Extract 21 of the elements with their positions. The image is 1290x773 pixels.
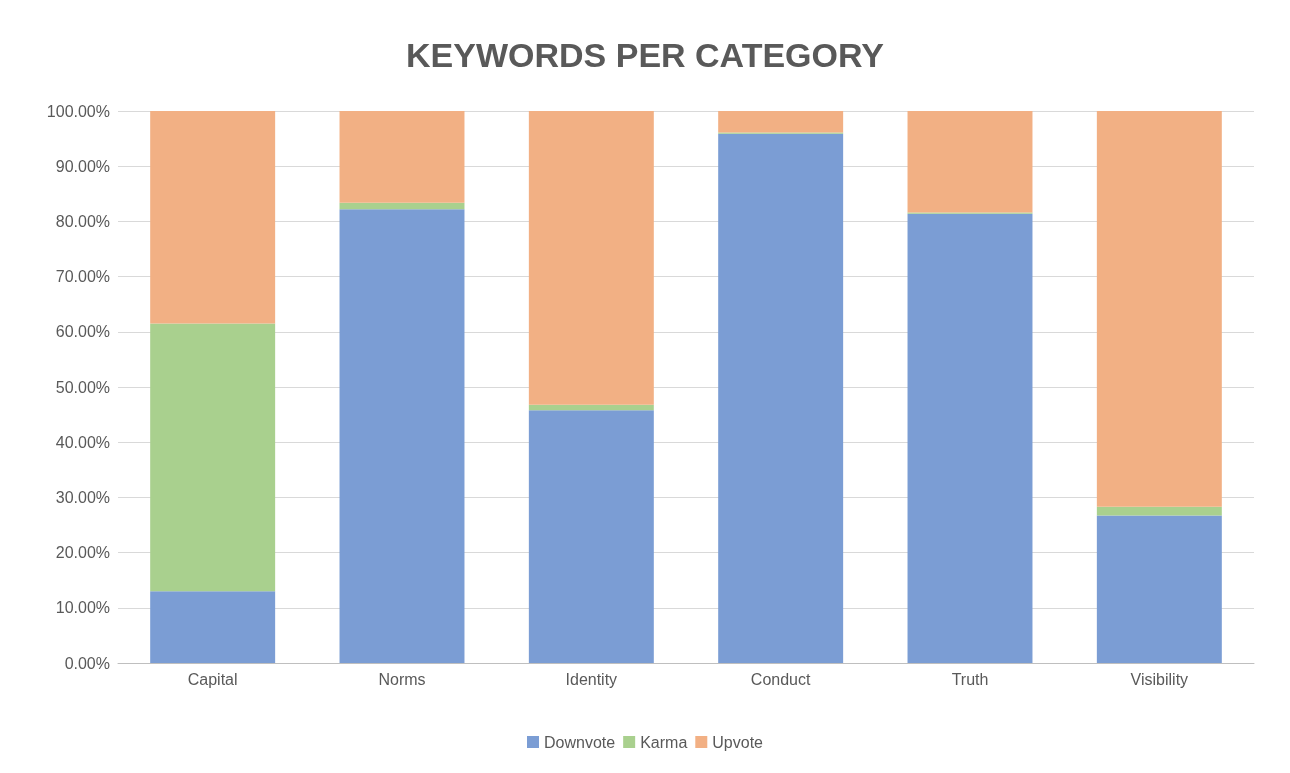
y-tick-label: 90.00%: [55, 157, 110, 175]
x-tick-label: Conduct: [750, 670, 812, 688]
y-tick-label: 50.00%: [55, 378, 110, 396]
y-tick-label: 80.00%: [55, 212, 110, 230]
y-tick-label: 60.00%: [55, 323, 110, 341]
y-tick-label: 20.00%: [55, 544, 110, 562]
chart-title: KEYWORDS PER CATEGORY: [406, 36, 885, 74]
y-tick-label: 100.00%: [46, 102, 110, 120]
x-tick-label: Identity: [565, 670, 618, 688]
legend-label: Karma: [640, 733, 688, 751]
y-tick-label: 70.00%: [55, 268, 110, 286]
x-tick-label: Visibility: [1130, 670, 1189, 688]
legend-label: Downvote: [544, 733, 616, 751]
y-tick-label: 0.00%: [64, 654, 110, 672]
legend-label: Upvote: [712, 733, 764, 751]
x-tick-label: Truth: [951, 670, 989, 688]
x-tick-label: Norms: [378, 670, 426, 688]
x-tick-label: Capital: [187, 670, 238, 688]
y-tick-label: 30.00%: [55, 488, 110, 506]
y-tick-label: 40.00%: [55, 433, 110, 451]
y-tick-label: 10.00%: [55, 599, 110, 617]
